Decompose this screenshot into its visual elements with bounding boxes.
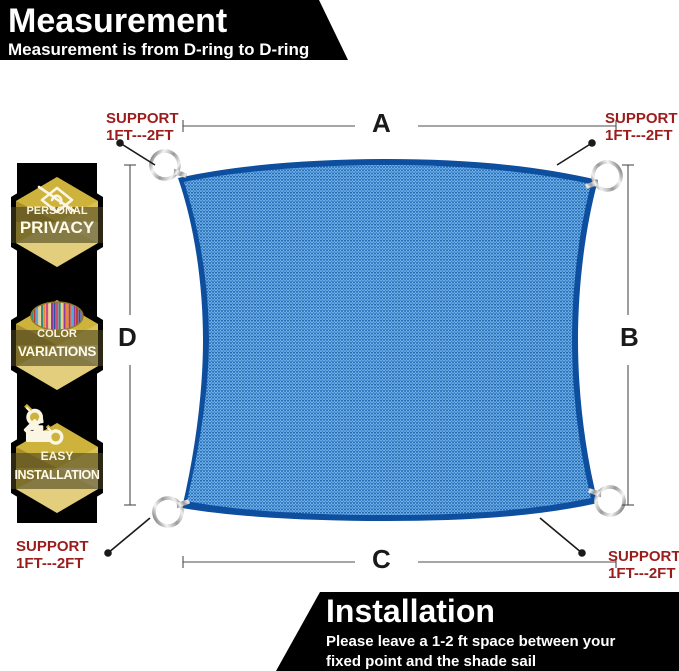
svg-text:PRIVACY: PRIVACY — [20, 218, 95, 237]
svg-text:VARIATIONS: VARIATIONS — [18, 344, 97, 359]
svg-text:COLOR: COLOR — [37, 328, 77, 340]
svg-text:PERSONAL: PERSONAL — [26, 205, 87, 217]
svg-text:EASY: EASY — [41, 449, 74, 463]
svg-text:INSTALLATION: INSTALLATION — [14, 468, 99, 482]
